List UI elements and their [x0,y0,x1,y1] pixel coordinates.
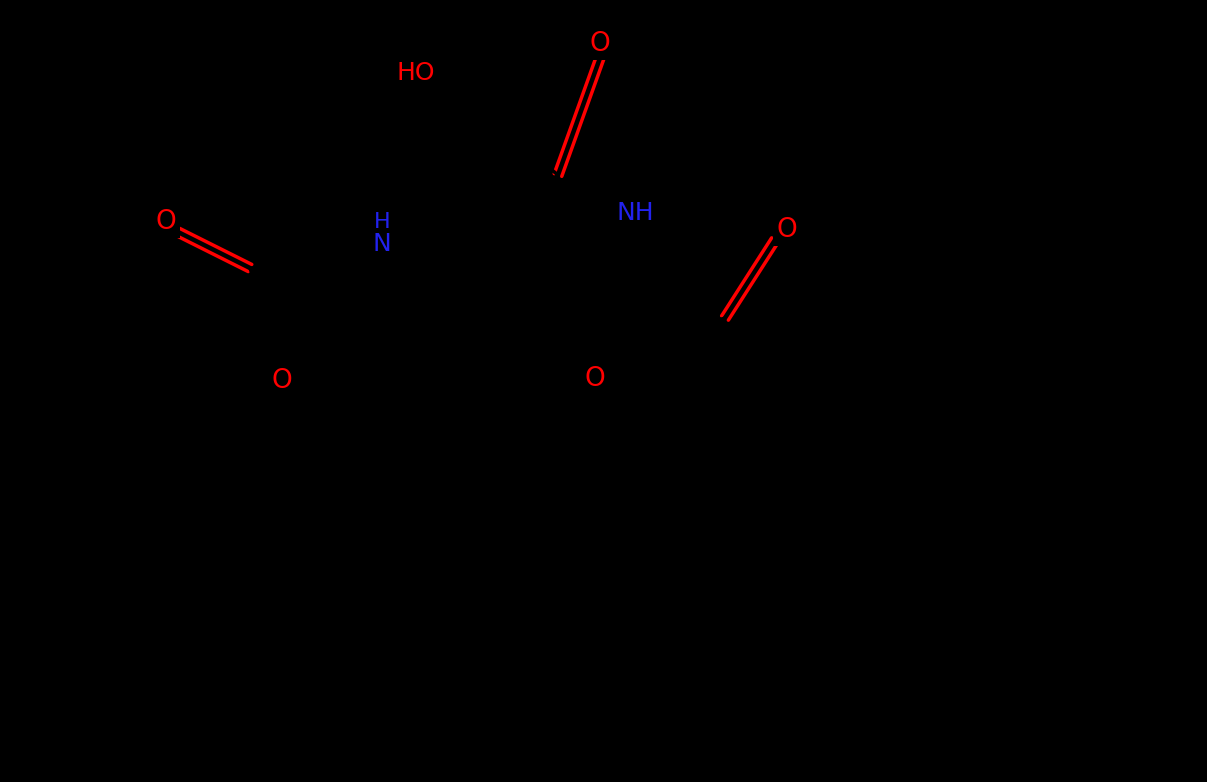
Text: O: O [590,31,611,57]
Text: O: O [584,366,606,392]
Text: O: O [156,209,176,235]
Text: O: O [272,368,292,394]
Text: HO: HO [397,61,435,85]
Text: N: N [373,232,391,256]
Text: O: O [776,217,798,243]
Text: H: H [374,212,390,232]
Text: NH: NH [617,201,654,225]
